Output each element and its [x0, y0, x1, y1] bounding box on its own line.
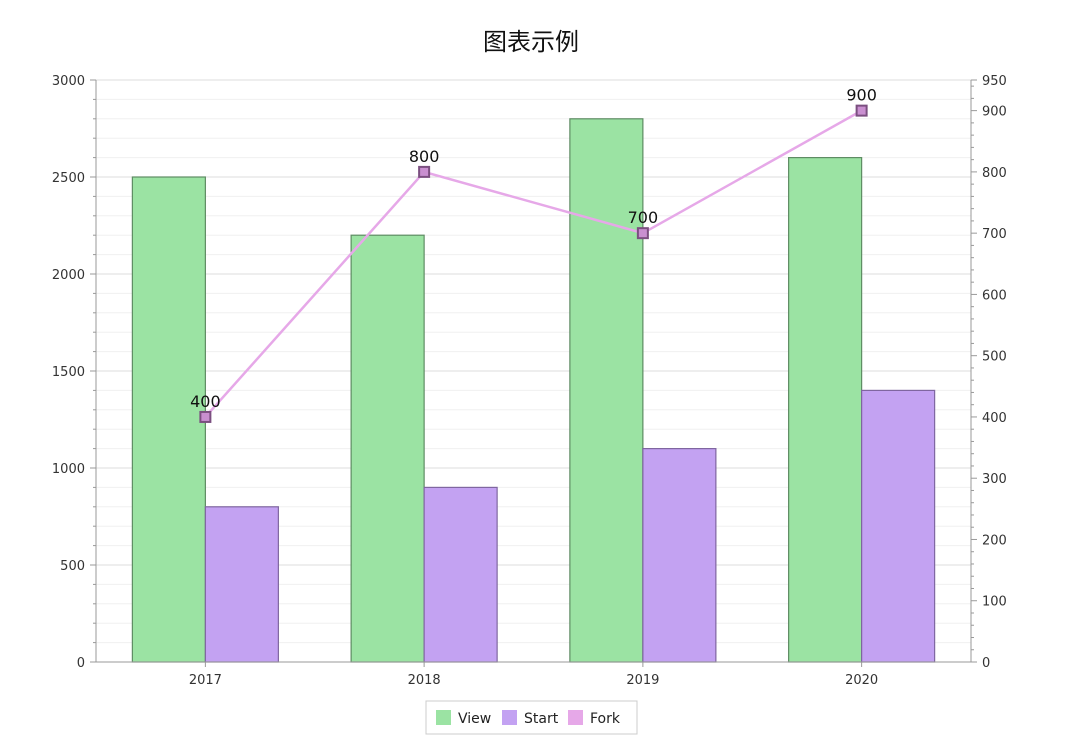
fork-data-label: 800	[409, 147, 440, 166]
fork-data-label: 400	[190, 392, 221, 411]
bar-view-2019	[569, 118, 644, 663]
legend-label-fork: Fork	[590, 711, 621, 727]
left-tick-label: 1000	[52, 462, 85, 477]
fork-line	[204, 109, 863, 418]
legend-box	[425, 700, 638, 735]
legend-swatch-fork	[568, 710, 583, 725]
fork-marker-2017	[199, 410, 212, 423]
right-tick-label: 600	[982, 288, 1007, 303]
bar-start-2017	[204, 506, 279, 663]
fork-marker-2019	[636, 227, 649, 240]
legend-label-view: View	[458, 711, 491, 727]
fork-line-group: 400 800 700 900	[190, 86, 877, 423]
right-tick-label: 400	[982, 411, 1007, 426]
right-tick-label: 500	[982, 350, 1007, 365]
fork-data-label: 700	[628, 208, 659, 227]
left-tick-label: 500	[60, 559, 85, 574]
left-tick-label: 2500	[52, 171, 85, 186]
bar-start-2018	[423, 486, 498, 663]
legend: View Start Fork	[425, 700, 638, 735]
bar-start-2019	[642, 448, 717, 663]
right-tick-label: 0	[982, 656, 990, 671]
right-tick-label: 700	[982, 227, 1007, 242]
legend-swatch-start	[502, 710, 517, 725]
bar-view-2018	[350, 234, 425, 663]
x-tick-label: 2020	[845, 673, 878, 688]
right-tick-label: 950	[982, 74, 1007, 89]
chart-title: 图表示例	[483, 28, 579, 56]
right-tick-label: 100	[982, 595, 1007, 610]
right-tick-label: 300	[982, 472, 1007, 487]
right-tick-label: 900	[982, 105, 1007, 120]
fork-marker-2020	[855, 104, 868, 117]
axes: 0 500 1000 1500 2000 2500 3000 0 100 200 300 400 500…	[52, 74, 1007, 688]
legend-label-start: Start	[524, 711, 559, 727]
fork-marker-2018	[418, 165, 431, 178]
left-tick-label: 2000	[52, 268, 85, 283]
right-tick-label: 200	[982, 533, 1007, 548]
fork-data-label: 900	[846, 86, 877, 105]
x-tick-label: 2018	[408, 673, 441, 688]
bars	[131, 118, 936, 663]
left-tick-label: 3000	[52, 74, 85, 89]
x-tick-label: 2019	[626, 673, 659, 688]
right-tick-label: 800	[982, 166, 1007, 181]
bar-start-2020	[861, 389, 936, 663]
bar-view-2017	[131, 176, 206, 663]
x-tick-label: 2017	[189, 673, 222, 688]
bar-view-2020	[788, 157, 863, 663]
left-tick-label: 1500	[52, 365, 85, 380]
legend-swatch-view	[436, 710, 451, 725]
left-tick-label: 0	[77, 656, 85, 671]
